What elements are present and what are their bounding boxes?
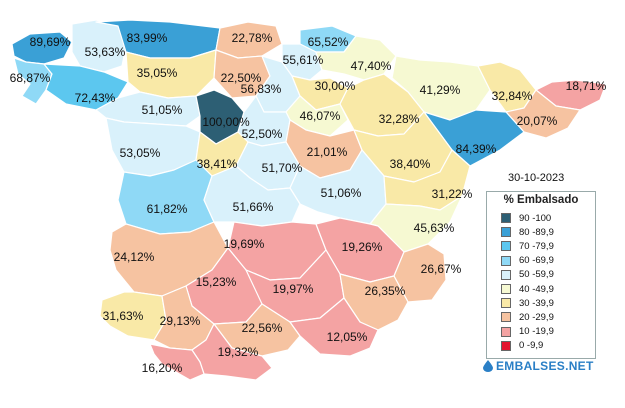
legend-swatch [501, 312, 511, 323]
province-percent-label: 51,06% [321, 186, 362, 200]
legend-swatch [501, 340, 511, 351]
legend-range-label: 80 -89,9 [519, 226, 554, 238]
legend-range-label: 30 -39,9 [519, 297, 554, 309]
province-region [11, 31, 73, 65]
province-region [289, 297, 379, 357]
legend: % Embalsado 90 -100 80 -89,9 70 -79,9 60 -6… [486, 191, 596, 359]
legend-range-label: 10 -19,9 [519, 326, 554, 338]
province-percent-label: 35,05% [137, 66, 178, 80]
province-percent-label: 51,05% [142, 103, 183, 117]
legend-range-label: 40 -49,9 [519, 283, 554, 295]
province-percent-label: 100,00% [202, 115, 250, 129]
legend-item: 60 -69,9 [501, 255, 554, 267]
province-percent-label: 46,07% [300, 109, 341, 123]
province-percent-label: 30,00% [315, 79, 356, 93]
province-percent-label: 45,63% [414, 221, 455, 235]
province-percent-label: 22,56% [242, 321, 283, 335]
legend-swatch [501, 326, 511, 337]
province-region [203, 165, 301, 227]
province-percent-label: 15,23% [196, 275, 237, 289]
legend-title: % Embalsado [503, 194, 579, 206]
province-percent-label: 19,32% [218, 345, 259, 359]
province-percent-label: 52,50% [242, 127, 283, 141]
province-percent-label: 61,82% [147, 202, 188, 216]
province-percent-label: 47,40% [351, 59, 392, 73]
province-percent-label: 38,40% [390, 157, 431, 171]
province-percent-label: 53,63% [85, 45, 126, 59]
province-percent-label: 83,99% [127, 31, 168, 45]
province-percent-label: 51,70% [262, 161, 303, 175]
legend-range-label: 20 -29,9 [519, 311, 554, 323]
legend-range-label: 0 -9,9 [519, 340, 544, 352]
province-region [13, 57, 53, 105]
province-percent-label: 29,13% [160, 314, 201, 328]
legend-item: 40 -49,9 [501, 283, 554, 295]
province-percent-label: 22,50% [221, 71, 262, 85]
province-percent-label: 38,41% [197, 157, 238, 171]
province-percent-label: 51,66% [233, 200, 274, 214]
province-percent-label: 21,01% [307, 145, 348, 159]
legend-swatch [501, 255, 511, 266]
province-percent-label: 12,05% [327, 330, 368, 344]
province-percent-label: 65,52% [308, 35, 349, 49]
province-percent-label: 56,83% [241, 82, 282, 96]
legend-swatch [501, 241, 511, 252]
legend-swatch [501, 284, 511, 294]
legend-range-label: 60 -69,9 [519, 255, 554, 267]
province-percent-label: 31,22% [432, 187, 473, 201]
province-percent-label: 89,69% [30, 35, 71, 49]
legend-item: 10 -19,9 [501, 326, 554, 338]
province-percent-label: 19,26% [342, 240, 383, 254]
legend-item: 70 -79,9 [501, 240, 554, 252]
province-percent-label: 72,43% [75, 91, 116, 105]
province-percent-label: 53,05% [120, 146, 161, 160]
province-percent-label: 68,87% [10, 71, 51, 85]
province-percent-label: 84,39% [456, 142, 497, 156]
legend-range-label: 90 -100 [519, 212, 552, 224]
province-region [149, 343, 205, 381]
water-drop-icon [483, 360, 493, 372]
legend-item: 80 -89,9 [501, 226, 554, 238]
legend-range-label: 70 -79,9 [519, 240, 554, 252]
province-percent-label: 26,35% [365, 284, 406, 298]
legend-item: 0 -9,9 [501, 340, 543, 352]
legend-range-label: 50 -59,9 [519, 269, 554, 281]
legend-item: 30 -39,9 [501, 297, 554, 309]
province-percent-label: 55,61% [283, 53, 324, 67]
legend-item: 50 -59,9 [501, 269, 554, 281]
province-percent-label: 24,12% [114, 250, 155, 264]
province-percent-label: 41,29% [420, 83, 461, 97]
brand-name: EMBALSES.NET [496, 359, 594, 373]
province-percent-label: 16,20% [142, 361, 183, 375]
legend-item: 90 -100 [501, 212, 551, 224]
province-percent-label: 31,63% [103, 309, 144, 323]
province-percent-label: 18,71% [566, 79, 607, 93]
legend-swatch [501, 213, 511, 223]
province-region [505, 89, 581, 139]
province-percent-label: 32,28% [379, 112, 420, 126]
map-date: 30-10-2023 [508, 172, 565, 184]
brand-logo: EMBALSES.NET [483, 359, 594, 373]
province-percent-label: 26,67% [421, 262, 462, 276]
legend-swatch [501, 298, 511, 309]
legend-swatch [501, 227, 511, 238]
province-percent-label: 32,84% [492, 89, 533, 103]
legend-item: 20 -29,9 [501, 311, 554, 323]
province-percent-label: 20,07% [517, 114, 558, 128]
province-percent-label: 22,78% [232, 31, 273, 45]
province-percent-label: 19,97% [273, 282, 314, 296]
legend-swatch [501, 269, 511, 280]
province-region [125, 49, 217, 99]
province-percent-label: 19,69% [224, 237, 265, 251]
